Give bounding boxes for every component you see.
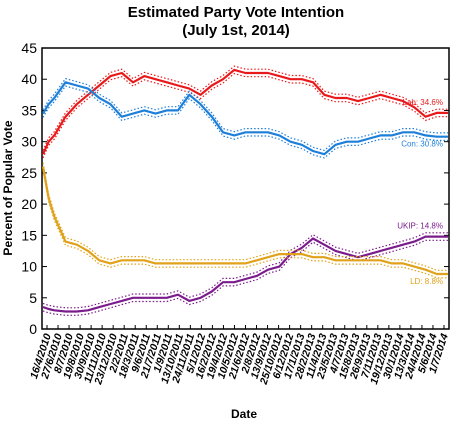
y-axis: 0 5 10 15 20 25 30 35 40 45 <box>21 40 449 337</box>
y-tick-label: 0 <box>29 321 37 337</box>
x-axis-label: Date <box>231 407 257 421</box>
y-tick-label: 30 <box>21 134 37 150</box>
y-tick-label: 45 <box>21 40 37 56</box>
y-axis-label: Percent of Popular Vote <box>1 120 15 255</box>
y-tick-label: 25 <box>21 165 37 181</box>
series-labels: Lab: 34.6% Con: 30.8% UKIP: 14.8% LD: 8.8% <box>397 98 443 286</box>
series-band-upper <box>42 162 448 271</box>
series-line <box>41 68 448 155</box>
series-band-upper <box>42 232 448 309</box>
series-band-lower <box>42 72 448 159</box>
chart-subtitle: (July 1st, 2014) <box>182 22 290 39</box>
series-label: LD: 8.8% <box>410 277 443 286</box>
y-tick-label: 35 <box>21 102 37 118</box>
y-tick-label: 40 <box>21 71 37 87</box>
x-axis: 16/4/201027/6/20108/7/201019/8/201030/9/… <box>28 325 451 387</box>
y-tick-label: 15 <box>21 227 37 243</box>
series-band-upper <box>42 77 448 152</box>
series-band-lower <box>42 239 448 316</box>
series-band-lower <box>42 85 448 159</box>
chart-title: Estimated Party Vote Intention <box>128 4 344 21</box>
plot-frame <box>41 47 450 330</box>
y-tick-label: 10 <box>21 259 37 275</box>
series-band-upper <box>42 65 448 151</box>
series-layer <box>41 65 448 316</box>
series-label: Lab: 34.6% <box>403 98 443 107</box>
series-label: UKIP: 14.8% <box>397 222 443 231</box>
series-line <box>42 81 448 156</box>
y-tick-label: 20 <box>21 196 37 212</box>
y-tick-label: 5 <box>29 290 37 306</box>
series-line <box>41 166 448 276</box>
series-band-lower <box>42 170 448 279</box>
series-label: Con: 30.8% <box>401 140 443 149</box>
series-line <box>42 235 448 313</box>
